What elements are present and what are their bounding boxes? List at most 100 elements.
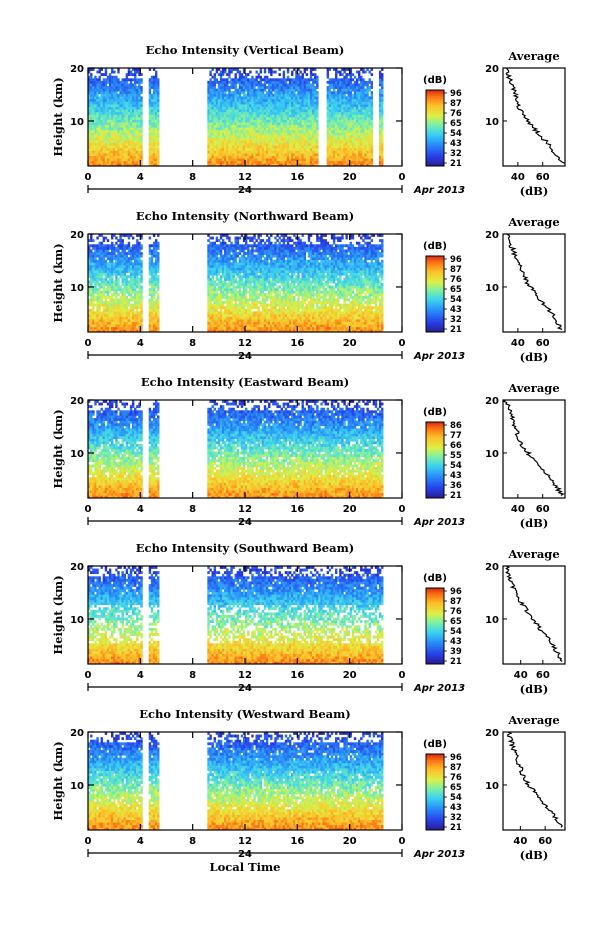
heatmap-cell	[280, 117, 283, 120]
heatmap-cell	[134, 163, 137, 167]
heatmap-cell	[111, 298, 114, 302]
heatmap-cell	[240, 91, 244, 95]
heatmap-cell	[123, 311, 126, 315]
heatmap-cell	[351, 145, 355, 149]
heatmap-cell	[119, 262, 122, 266]
heatmap-cell	[295, 106, 298, 110]
heatmap-cell	[349, 145, 353, 149]
heatmap-cell	[136, 301, 139, 304]
heatmap-cell	[106, 150, 110, 154]
heatmap-cell	[242, 83, 246, 87]
heatmap-cell	[121, 244, 124, 248]
heatmap-cell	[127, 153, 131, 156]
heatmap-cell	[330, 104, 334, 107]
heatmap-cell	[94, 101, 97, 105]
heatmap-cell	[111, 68, 114, 71]
heatmap-cell	[353, 109, 357, 113]
heatmap-cell	[251, 109, 254, 113]
heatmap-cell	[299, 137, 302, 141]
heatmap-cell	[364, 142, 367, 146]
heatmap-cell	[259, 135, 263, 138]
heatmap-cell	[238, 137, 242, 141]
heatmap-cell	[108, 290, 112, 294]
heatmap-cell	[148, 155, 152, 159]
heatmap-cell	[335, 104, 338, 107]
heatmap-cell	[219, 117, 223, 120]
heatmap-cell	[295, 114, 298, 118]
heatmap-cell	[245, 83, 248, 87]
heatmap-cell	[330, 140, 334, 144]
heatmap-cell	[123, 153, 126, 156]
heatmap-cell	[221, 70, 225, 74]
heatmap-cell	[309, 73, 313, 77]
heatmap-cell	[257, 88, 260, 92]
heatmap-cell	[274, 132, 277, 136]
heatmap-cell	[355, 93, 359, 97]
heatmap-cell	[291, 93, 294, 97]
heatmap-cell	[108, 283, 112, 286]
heatmap-cell	[92, 290, 95, 294]
heatmap-cell	[293, 122, 296, 126]
chart-panel: Echo Intensity (Northward Beam)2010Heigh…	[51, 209, 566, 364]
heatmap-cell	[100, 88, 103, 92]
heatmap-cell	[228, 104, 231, 107]
heatmap-cell	[299, 142, 302, 146]
heatmap-cell	[326, 150, 330, 154]
heatmap-cell	[136, 319, 139, 322]
heatmap-cell	[368, 117, 371, 120]
heatmap-cell	[108, 135, 112, 138]
heatmap-cell	[100, 321, 103, 325]
heatmap-cell	[247, 142, 250, 146]
heatmap-cell	[123, 301, 126, 304]
heatmap-cell	[242, 155, 246, 159]
heatmap-cell	[339, 98, 342, 102]
heatmap-cell	[134, 70, 137, 74]
heatmap-cell	[345, 96, 348, 100]
heatmap-cell	[309, 83, 313, 87]
heatmap-cell	[138, 319, 141, 322]
heatmap-cell	[134, 101, 137, 105]
heatmap-cell	[307, 88, 311, 92]
heatmap-cell	[211, 68, 214, 71]
heatmap-cell	[230, 127, 233, 131]
heatmap-cell	[90, 249, 93, 253]
heatmap-cell	[134, 277, 137, 281]
heatmap-cell	[100, 234, 103, 237]
heatmap-cell	[280, 111, 283, 115]
heatmap-cell	[207, 288, 210, 292]
heatmap-cell	[136, 234, 139, 237]
heatmap-cell	[268, 122, 271, 126]
heatmap-cell	[330, 145, 334, 149]
heatmap-cell	[96, 283, 99, 286]
heatmap-cell	[221, 98, 225, 102]
heatmap-cell	[337, 96, 340, 100]
heatmap-cell	[297, 93, 300, 97]
heatmap-cell	[150, 280, 154, 284]
heatmap-cell	[240, 75, 244, 79]
heatmap-cell	[345, 91, 348, 95]
heatmap-cell	[117, 83, 120, 87]
heatmap-cell	[125, 280, 129, 284]
heatmap-cell	[207, 91, 210, 95]
heatmap-cell	[213, 86, 216, 89]
heatmap-cell	[270, 150, 273, 154]
heatmap-cell	[261, 117, 265, 120]
heatmap-cell	[138, 147, 141, 151]
heatmap-cell	[121, 301, 124, 304]
heatmap-cell	[148, 308, 152, 312]
heatmap-cell	[108, 246, 112, 250]
heatmap-cell	[154, 119, 158, 123]
heatmap-cell	[263, 122, 267, 126]
heatmap-cell	[349, 119, 353, 123]
heatmap-cell	[104, 313, 108, 317]
heatmap-cell	[303, 122, 306, 126]
heatmap-cell	[360, 98, 363, 102]
heatmap-cell	[100, 313, 103, 317]
heatmap-cell	[123, 298, 126, 302]
heatmap-cell	[255, 111, 258, 115]
heatmap-cell	[224, 142, 227, 146]
heatmap-cell	[96, 160, 99, 164]
heatmap-cell	[345, 68, 348, 71]
heatmap-cell	[157, 101, 160, 105]
heatmap-cell	[224, 101, 227, 105]
